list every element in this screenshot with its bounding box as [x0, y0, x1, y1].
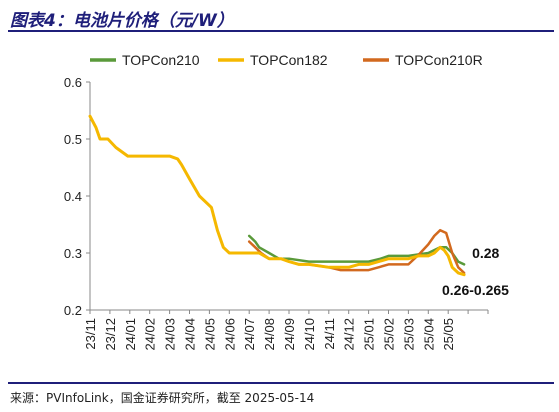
x-tick-label: 24/10 [302, 318, 317, 351]
x-ticks: 23/11 23/12 24/01 24/02 24/03 24/04 24/05 24/06… [83, 310, 489, 351]
chart-svg: 0.2 0.3 0.4 0.5 0.6 23/11 23/12 24/01 24/02 24/0… [64, 52, 509, 351]
annotation-topcon210-value: 0.28 [472, 245, 499, 261]
x-tick-label: 23/11 [83, 318, 98, 350]
legend-label-topcon210r: TOPCon210R [395, 52, 483, 68]
series-line-topcon210 [247, 234, 466, 266]
x-tick-label: 24/06 [222, 318, 237, 351]
x-tick-label: 25/03 [401, 318, 416, 351]
series-lines [88, 114, 466, 277]
x-tick-label: 23/12 [103, 318, 118, 351]
y-tick-label: 0.3 [64, 246, 82, 261]
y-tick-label: 0.4 [64, 189, 82, 204]
annotation-topcon182-range: 0.26-0.265 [442, 282, 509, 298]
axes [89, 82, 488, 311]
x-tick-label: 24/04 [183, 318, 198, 351]
y-ticks: 0.2 0.3 0.4 0.5 0.6 [64, 75, 90, 318]
source-note: 来源：PVInfoLink，国金证券研究所，截至 2025-05-14 [10, 391, 315, 405]
x-tick-label: 24/11 [322, 318, 337, 350]
x-tick-label: 25/05 [441, 318, 456, 351]
x-tick-label: 25/04 [421, 318, 436, 351]
x-tick-label: 24/05 [202, 318, 217, 351]
x-tick-label: 24/08 [262, 318, 277, 351]
legend-label-topcon210: TOPCon210 [122, 52, 200, 68]
chart-title: 图表4：电池片价格（元/W） [10, 11, 234, 31]
x-tick-label: 24/09 [282, 318, 297, 351]
x-tick-label: 25/01 [362, 318, 377, 351]
x-tick-label: 24/01 [123, 318, 138, 351]
x-tick-label: 24/12 [342, 318, 357, 351]
legend: TOPCon210 TOPCon182 TOPCon210R [90, 52, 483, 68]
legend-label-topcon182: TOPCon182 [250, 52, 328, 68]
y-tick-label: 0.2 [64, 303, 82, 318]
x-tick-label: 24/03 [163, 318, 178, 351]
y-tick-label: 0.6 [64, 75, 82, 90]
x-tick-label: 24/02 [143, 318, 158, 351]
title-rule [8, 30, 554, 32]
x-tick-label: 25/02 [382, 318, 397, 351]
y-tick-label: 0.5 [64, 132, 82, 147]
footer-rule [8, 382, 554, 384]
series-line-topcon182 [88, 114, 466, 277]
x-tick-label: 24/07 [242, 318, 257, 351]
